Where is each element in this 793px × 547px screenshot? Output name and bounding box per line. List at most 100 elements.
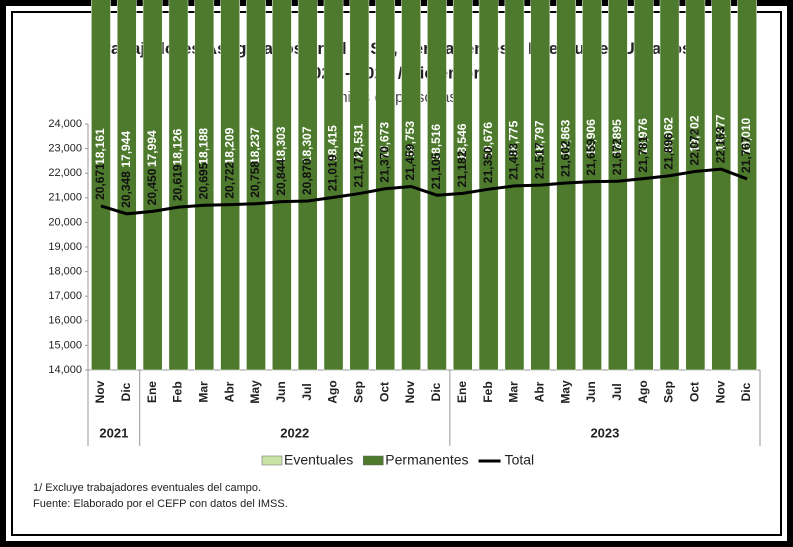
total-value-label: 21,896 [662,133,676,170]
bar-value-label: 18,516 [429,124,443,161]
total-value-label: 21,517 [532,142,546,179]
x-tick-label: Dic [739,382,753,401]
bar-value-label: 18,415 [326,125,340,162]
bar-value-label: 18,237 [248,127,262,164]
bar-value-label: 18,797 [532,120,546,157]
total-value-label: 21,459 [403,143,417,180]
x-tick-label: Jul [300,383,314,400]
bar-segment [427,0,447,371]
total-value-label: 21,659 [584,139,598,176]
bar-segment [401,0,421,371]
y-tick-label: 20,000 [48,216,82,228]
total-value-label: 20,870 [300,158,314,195]
x-tick-label: Nov [403,380,417,403]
x-tick-label: Mar [507,381,521,403]
bar-value-label: 17,994 [145,130,159,167]
bar-segment [220,0,240,371]
total-value-label: 20,671 [93,163,107,200]
y-tick-label: 21,000 [48,192,82,204]
group-label: 2022 [280,425,309,440]
total-value-label: 20,758 [248,161,262,198]
bar-value-label: 19,202 [688,115,702,152]
legend-swatch [363,455,384,466]
bar-segment [633,0,654,371]
bar-segment [272,0,292,371]
bar-value-label: 18,676 [481,122,495,159]
bar-value-label: 18,126 [171,128,185,165]
total-value-label: 21,781 [636,136,650,173]
bar-value-label: 18,906 [584,119,598,156]
y-tick-label: 18,000 [48,266,82,278]
y-tick-label: 19,000 [48,241,82,253]
total-value-label: 21,019 [326,154,340,191]
bar-value-label: 18,161 [93,128,107,165]
total-value-label: 21,182 [455,150,469,187]
x-tick-label: Nov [713,380,727,403]
x-tick-label: Ago [326,380,340,403]
group-label: 2021 [99,425,128,440]
bar-segment [556,0,576,371]
bar-segment [659,0,680,371]
y-tick-label: 23,000 [48,143,82,155]
bar-value-label: 19,062 [662,117,676,154]
total-value-label: 21,370 [377,146,391,183]
bar-value-label: 18,209 [222,127,236,164]
x-tick-label: Oct [688,382,702,402]
bar-value-label: 17,944 [119,131,133,168]
x-tick-label: Oct [377,382,391,402]
footnote: Fuente: Elaborado por el CEFP con datos … [33,498,288,510]
total-value-label: 20,844 [274,159,288,196]
total-value-label: 21,105 [429,152,443,189]
x-tick-label: Abr [222,381,236,402]
legend-label: Permanentes [385,452,468,468]
group-label: 2023 [590,425,619,440]
bar-segment [142,0,163,371]
bar-segment [608,0,628,371]
total-value-label: 21,602 [558,140,572,177]
bar-value-label: 18,546 [455,123,469,160]
legend-label: Total [505,452,535,468]
bar-value-label: 18,976 [636,118,650,155]
total-value-label: 21,767 [739,136,753,173]
bar-value-label: 18,307 [300,126,314,163]
total-value-label: 21,172 [352,151,366,188]
x-tick-label: May [248,380,262,404]
total-value-label: 20,722 [222,162,236,199]
x-tick-label: May [558,380,572,404]
bar-value-label: 19,277 [713,114,727,151]
total-value-label: 20,619 [171,164,185,201]
total-value-label: 22,072 [688,128,702,165]
legend-swatch [261,455,283,466]
y-tick-label: 24,000 [48,118,82,130]
inner-frame [11,11,782,536]
total-value-label: 20,348 [119,171,133,208]
x-tick-label: Mar [196,381,210,403]
y-tick-label: 15,000 [48,339,82,351]
total-value-label: 20,695 [196,162,210,199]
x-tick-label: Feb [171,381,185,402]
y-tick-label: 17,000 [48,290,82,302]
bar-segment [116,0,137,371]
bar-value-label: 18,775 [507,120,521,157]
bar-segment [685,0,706,371]
bar-value-label: 18,188 [196,128,210,165]
x-tick-label: Sep [352,381,366,403]
total-value-label: 20,450 [145,168,159,205]
footnote: 1/ Excluye trabajadores eventuales del c… [33,482,261,494]
total-value-label: 21,483 [507,143,521,180]
bar-segment [478,0,499,371]
total-value-label: 21,350 [481,146,495,183]
bar-value-label: 18,863 [558,119,572,156]
bar-segment [246,0,266,371]
x-tick-label: Nov [93,380,107,403]
x-tick-label: Dic [429,382,443,401]
x-tick-label: Feb [481,381,495,402]
x-tick-label: Sep [662,381,676,403]
y-tick-label: 14,000 [48,364,82,376]
bar-segment [194,0,215,371]
bar-segment [297,0,318,371]
bar-segment [452,0,473,371]
x-tick-label: Abr [532,381,546,402]
